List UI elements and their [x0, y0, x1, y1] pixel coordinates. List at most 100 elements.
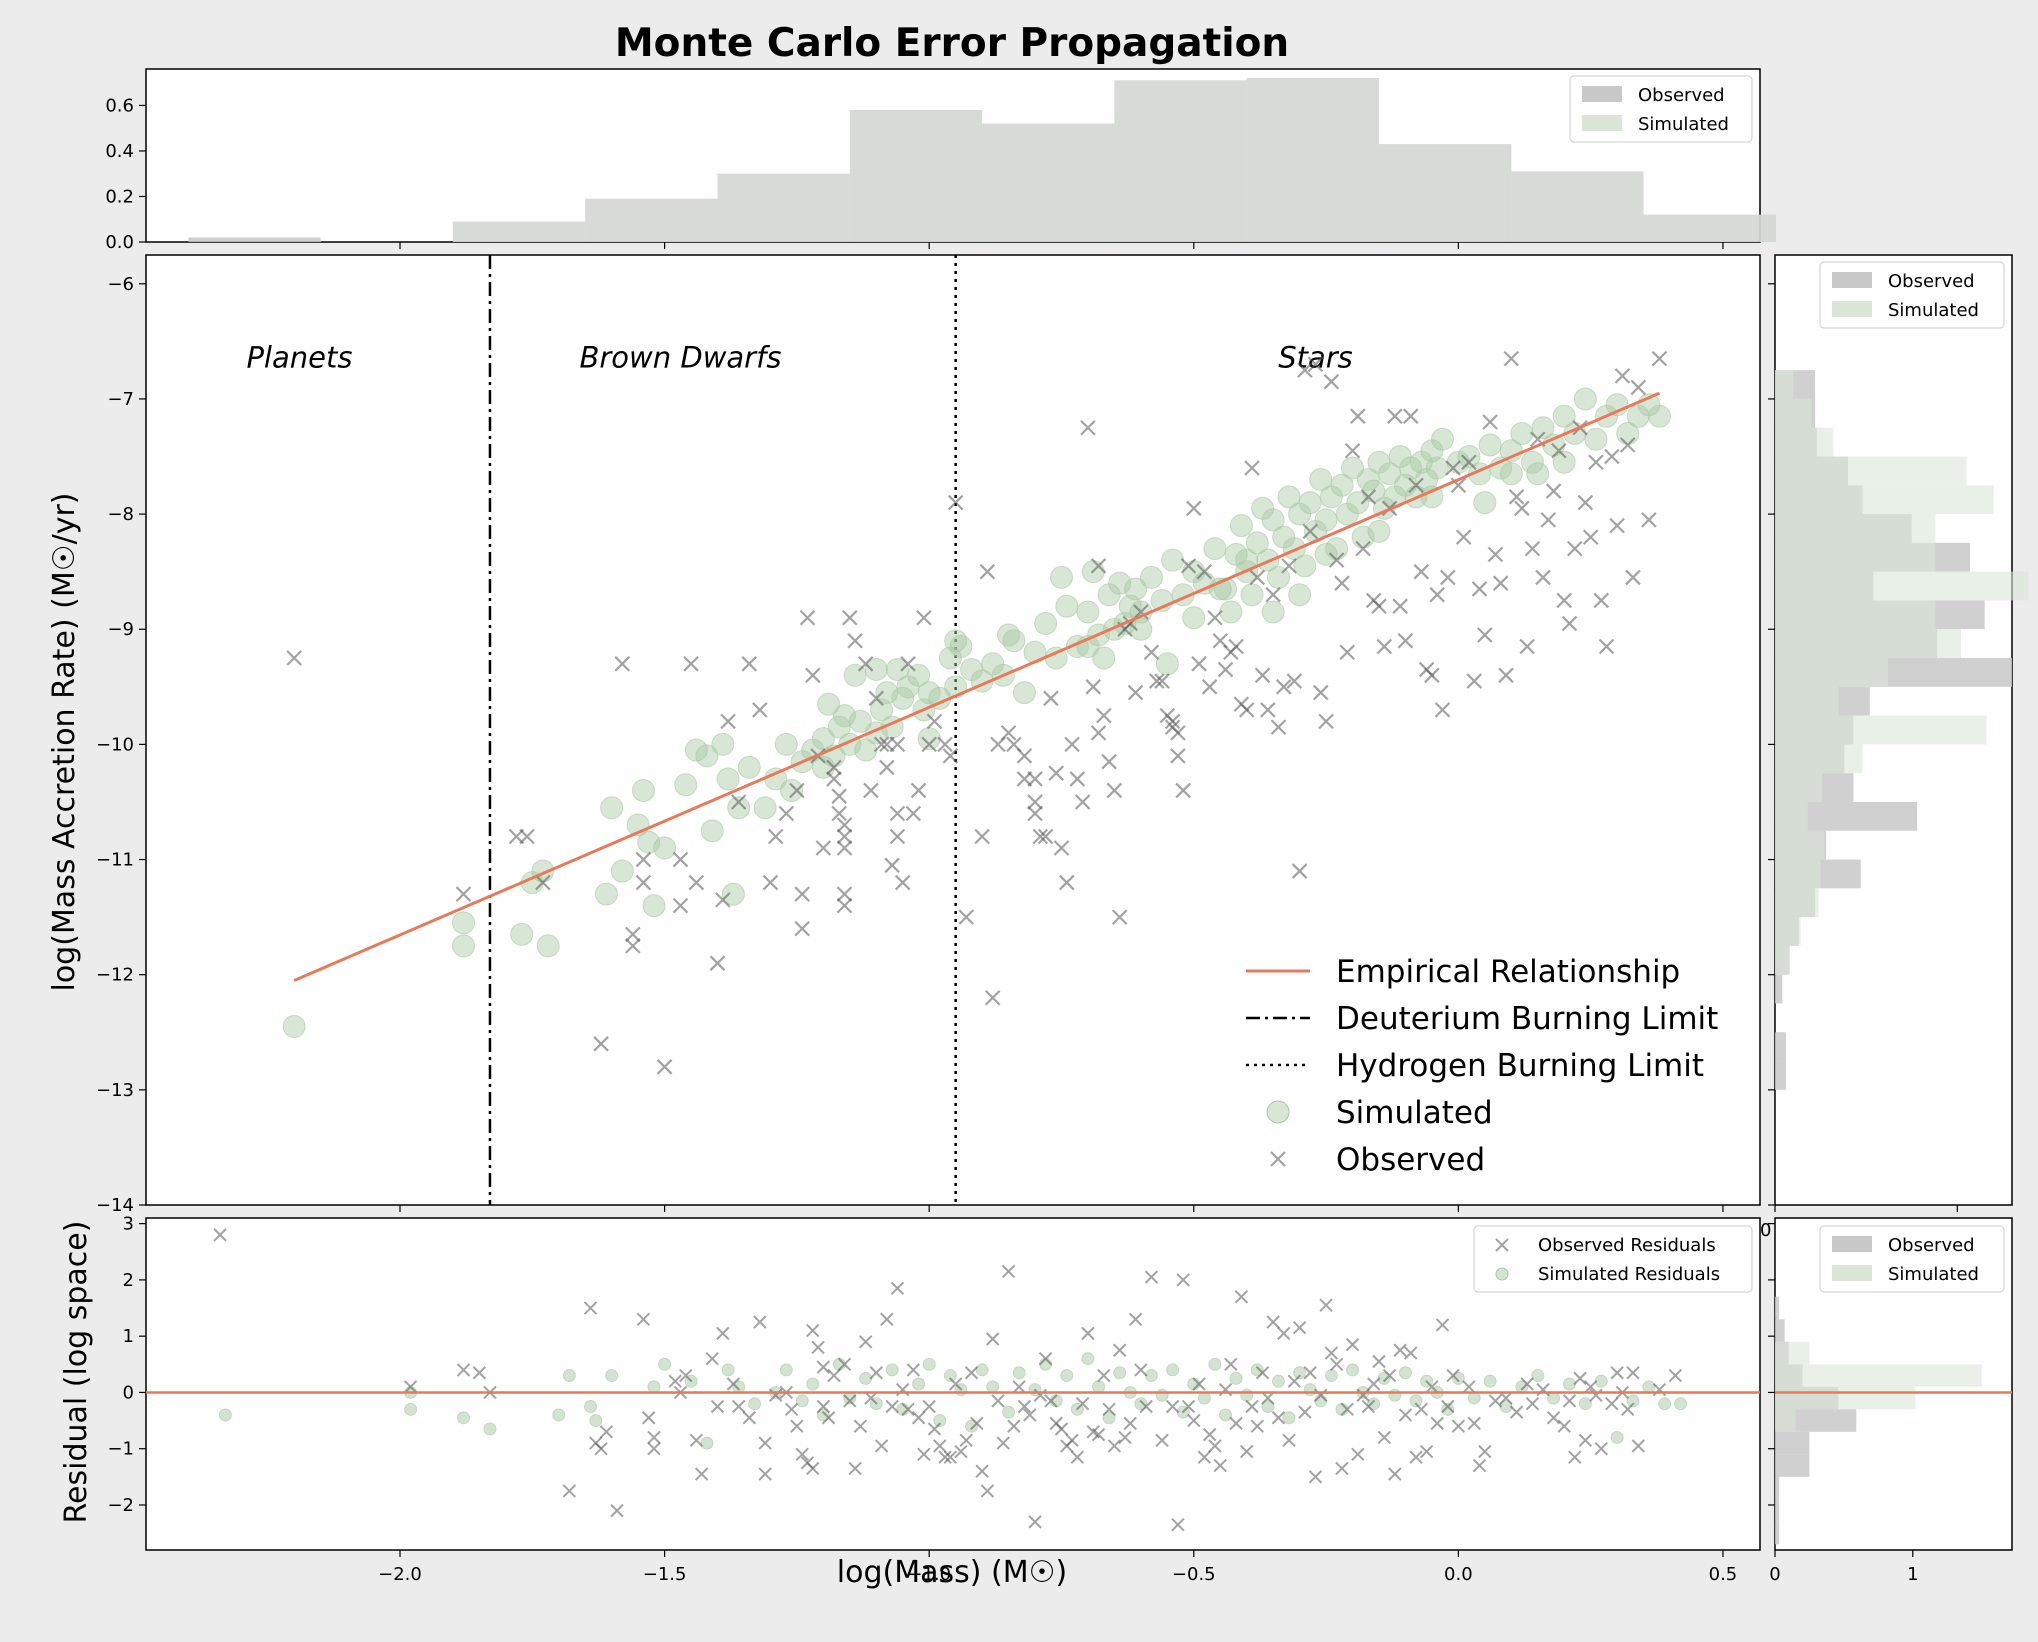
observed-point	[937, 736, 953, 753]
observed-residual-point	[1028, 1515, 1042, 1529]
observed-point	[1651, 350, 1668, 367]
observed-point	[1217, 661, 1234, 678]
main-y-tick-label: −7	[107, 389, 134, 410]
simulated-residual-point	[1594, 1374, 1608, 1388]
observed-point	[1164, 713, 1181, 730]
right-residual-histogram-bar	[1775, 1431, 1810, 1455]
simulated-residual-point	[1039, 1357, 1053, 1371]
observed-point	[1413, 563, 1430, 580]
simulated-point	[711, 732, 735, 756]
simulated-point	[944, 629, 968, 653]
observed-residual-point	[1388, 1467, 1402, 1481]
observed-residual-point	[705, 1351, 719, 1366]
simulated-point	[1526, 462, 1550, 486]
simulated-point	[1092, 646, 1116, 670]
observed-point	[789, 782, 805, 799]
observed-point	[794, 920, 810, 937]
right-residual-histogram-bar	[1775, 1296, 1780, 1320]
simulated-residual-point	[552, 1408, 566, 1422]
simulated-residual-point	[1578, 1397, 1592, 1411]
main-scatter-panel: −14 −13 −12 −11 −10 −9 −8 −7 −6 Planets Brown Dwar…	[96, 254, 1761, 1216]
observed-residual-point	[1404, 1346, 1418, 1360]
right-histogram-bar	[1775, 398, 1812, 428]
observed-point	[847, 632, 863, 649]
observed-residual-point	[869, 1366, 883, 1380]
simulated-point	[610, 859, 634, 883]
legend-label: Empirical Relationship	[1336, 954, 1680, 990]
observed-point	[1027, 771, 1043, 787]
observed-point	[868, 690, 885, 707]
observed-point	[1625, 569, 1641, 586]
simulated-residual-point	[584, 1400, 598, 1414]
observed-point	[1186, 500, 1202, 517]
simulated-point	[1520, 450, 1544, 474]
simulated-residual-point	[748, 1397, 762, 1411]
observed-point	[863, 782, 879, 799]
simulated-point	[817, 692, 841, 716]
simulated-residual-point	[1113, 1366, 1127, 1380]
observed-residual-point	[1097, 1368, 1111, 1383]
observed-residual-point	[848, 1461, 862, 1476]
observed-point	[842, 609, 858, 626]
observed-residual-point	[1462, 1380, 1476, 1394]
observed-residual-point	[784, 1402, 799, 1417]
observed-residual-point	[790, 1419, 804, 1433]
right-histogram-bar	[1775, 456, 1967, 486]
observed-residual-point	[1107, 1439, 1122, 1453]
observed-residual-point	[1520, 1377, 1534, 1391]
observed-point	[1307, 356, 1324, 373]
top-y-tick-label: 0.4	[105, 141, 134, 162]
simulated-point	[1161, 548, 1185, 572]
observed-point	[286, 650, 302, 666]
observed-residual-point	[1351, 1447, 1365, 1462]
observed-point	[826, 771, 842, 787]
main-y-tick-label: −10	[96, 734, 134, 755]
simulated-point	[1124, 577, 1148, 601]
observed-residual-point	[1075, 1396, 1090, 1411]
observed-point	[1561, 615, 1578, 632]
simulated-point	[1219, 600, 1243, 624]
observed-residual-point	[694, 1467, 709, 1481]
residual-x-tick-label: −1.5	[643, 1564, 687, 1585]
simulated-residual-point	[1441, 1402, 1455, 1416]
observed-point	[709, 955, 726, 971]
simulated-point	[510, 922, 534, 946]
simulated-point	[774, 732, 798, 756]
y-axis-label-residual: Residual (log space)	[59, 1221, 94, 1524]
observed-point	[1027, 794, 1043, 810]
residual-y-tick-label: 0	[123, 1382, 134, 1403]
observed-point	[1302, 523, 1318, 540]
observed-residual-point	[1229, 1416, 1243, 1431]
observed-residual-point	[710, 1399, 725, 1414]
observed-point	[958, 909, 975, 925]
simulated-point	[1552, 450, 1576, 474]
simulated-point	[653, 836, 677, 860]
observed-point	[894, 874, 911, 891]
right-histogram-bar	[1775, 801, 1808, 831]
observed-point	[1111, 909, 1128, 925]
right-histogram-bar	[1775, 945, 1790, 975]
observed-residual-point	[1038, 1351, 1053, 1366]
region-label: Planets	[246, 341, 352, 375]
simulated-point	[1473, 491, 1497, 515]
right-residual-x-tick-label: 1	[1907, 1564, 1918, 1585]
observed-residual-point	[975, 1464, 989, 1478]
observed-point	[1090, 558, 1107, 574]
simulated-point	[1240, 583, 1264, 607]
right-histogram-bar	[1775, 542, 1936, 572]
observed-point	[1376, 638, 1393, 655]
simulated-point	[1155, 652, 1179, 676]
simulated-point	[1224, 542, 1248, 566]
observed-residual-point	[1303, 1366, 1317, 1380]
simulated-point	[1298, 491, 1322, 515]
simulated-point	[1277, 485, 1301, 509]
observed-point	[1085, 679, 1102, 695]
observed-residual-point	[1372, 1354, 1386, 1369]
simulated-point	[1314, 508, 1338, 532]
simulated-point	[1129, 617, 1153, 641]
observed-point	[873, 736, 890, 753]
simulated-residual-point	[1467, 1391, 1481, 1405]
top-y-tick-label: 0.2	[105, 186, 134, 207]
legend-swatch-observed	[1832, 1236, 1872, 1252]
